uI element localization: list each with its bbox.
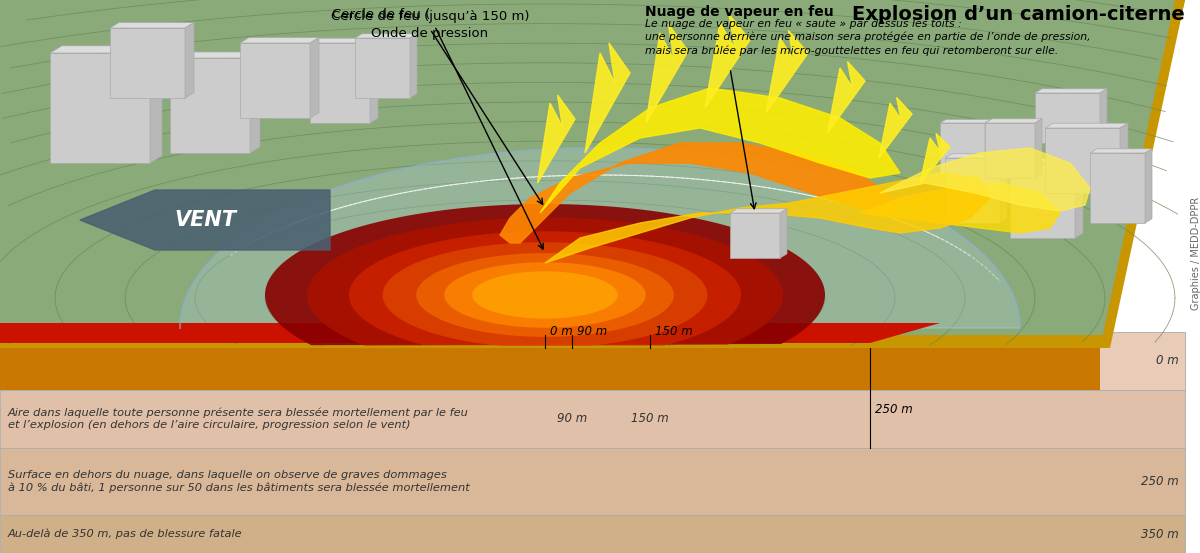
Polygon shape bbox=[349, 231, 742, 346]
Bar bbox=[1090, 153, 1145, 223]
Polygon shape bbox=[1000, 154, 1007, 223]
Text: 350 m: 350 m bbox=[1141, 528, 1178, 540]
Polygon shape bbox=[1090, 149, 1152, 153]
Polygon shape bbox=[370, 38, 378, 123]
Polygon shape bbox=[473, 272, 618, 319]
Text: Aire dans laquelle toute personne présente sera blessée mortellement par le feu
: Aire dans laquelle toute personne présen… bbox=[8, 408, 469, 430]
Polygon shape bbox=[1100, 0, 1186, 348]
Bar bbox=[240, 43, 310, 118]
Bar bbox=[355, 38, 410, 98]
Polygon shape bbox=[500, 143, 900, 243]
Polygon shape bbox=[860, 183, 1060, 233]
Polygon shape bbox=[920, 133, 950, 183]
Bar bbox=[50, 53, 150, 163]
Polygon shape bbox=[985, 119, 991, 173]
Polygon shape bbox=[766, 30, 808, 113]
Polygon shape bbox=[878, 97, 912, 158]
Polygon shape bbox=[0, 348, 1100, 390]
Polygon shape bbox=[310, 38, 319, 118]
Text: Aire dans laquelle toute personne présente sera blessée mortellement
par le feu : Aire dans laquelle toute personne présen… bbox=[8, 350, 410, 372]
Polygon shape bbox=[1100, 0, 1186, 348]
Bar bbox=[110, 28, 185, 98]
Text: Cercle de feu (jusqu’à 150 m): Cercle de feu (jusqu’à 150 m) bbox=[331, 10, 544, 249]
Polygon shape bbox=[940, 119, 991, 123]
Polygon shape bbox=[0, 335, 1105, 348]
Polygon shape bbox=[545, 173, 990, 263]
Bar bbox=[1045, 128, 1120, 193]
Bar bbox=[1034, 93, 1100, 143]
Polygon shape bbox=[780, 209, 787, 258]
Text: Graphies / MEDD-DPPR: Graphies / MEDD-DPPR bbox=[1190, 196, 1200, 310]
Text: Au-delà de 350 m, pas de blessure fatale: Au-delà de 350 m, pas de blessure fatale bbox=[8, 529, 242, 539]
Text: 0 m: 0 m bbox=[550, 325, 572, 338]
Polygon shape bbox=[1045, 123, 1128, 128]
Text: Le nuage de vapeur en feu « saute » par dessus les toits :
une personne derrière: Le nuage de vapeur en feu « saute » par … bbox=[646, 19, 1091, 56]
Bar bbox=[730, 213, 780, 258]
Polygon shape bbox=[880, 148, 1090, 211]
Polygon shape bbox=[410, 34, 418, 98]
Polygon shape bbox=[416, 253, 674, 337]
Polygon shape bbox=[540, 88, 900, 213]
Polygon shape bbox=[265, 204, 826, 345]
Text: VENT: VENT bbox=[174, 210, 236, 230]
Text: Explosion d’un camion-citerne: Explosion d’un camion-citerne bbox=[852, 5, 1186, 24]
Polygon shape bbox=[946, 154, 1007, 158]
Polygon shape bbox=[170, 52, 260, 58]
Bar bbox=[946, 158, 1000, 223]
Polygon shape bbox=[355, 34, 418, 38]
Polygon shape bbox=[307, 218, 784, 346]
Polygon shape bbox=[1100, 89, 1108, 143]
Polygon shape bbox=[180, 148, 1020, 328]
Polygon shape bbox=[538, 95, 575, 183]
Bar bbox=[985, 123, 1034, 178]
Bar bbox=[170, 58, 250, 153]
Polygon shape bbox=[1010, 158, 1084, 163]
Bar bbox=[0, 448, 1186, 515]
Polygon shape bbox=[730, 209, 787, 213]
Bar bbox=[0, 332, 1186, 390]
Text: 90 m: 90 m bbox=[557, 413, 587, 425]
Polygon shape bbox=[1145, 149, 1152, 223]
Polygon shape bbox=[185, 23, 194, 98]
Polygon shape bbox=[646, 24, 688, 123]
Bar bbox=[0, 390, 1186, 448]
Text: 150 m: 150 m bbox=[655, 325, 692, 338]
Text: 90 m: 90 m bbox=[577, 325, 607, 338]
Text: Nuage de vapeur en feu: Nuage de vapeur en feu bbox=[646, 5, 834, 19]
Polygon shape bbox=[1034, 89, 1108, 93]
Text: Surface en dehors du nuage, dans laquelle on observe de graves dommages
à 10 % d: Surface en dehors du nuage, dans laquell… bbox=[8, 471, 469, 493]
Polygon shape bbox=[250, 52, 260, 153]
Polygon shape bbox=[444, 262, 646, 328]
Polygon shape bbox=[706, 14, 750, 108]
Polygon shape bbox=[110, 23, 194, 28]
Polygon shape bbox=[50, 46, 162, 53]
Polygon shape bbox=[1075, 158, 1084, 238]
Bar bbox=[0, 515, 1186, 553]
Polygon shape bbox=[150, 46, 162, 163]
Bar bbox=[940, 123, 985, 173]
Polygon shape bbox=[985, 119, 1042, 123]
Polygon shape bbox=[0, 0, 1186, 348]
Bar bbox=[1010, 163, 1075, 238]
Text: Onde de pression: Onde de pression bbox=[372, 27, 488, 40]
Polygon shape bbox=[1034, 119, 1042, 178]
Polygon shape bbox=[0, 323, 940, 343]
Bar bbox=[310, 43, 370, 123]
Text: 250 m: 250 m bbox=[1141, 475, 1178, 488]
Text: 150 m: 150 m bbox=[631, 413, 668, 425]
Polygon shape bbox=[1120, 123, 1128, 193]
Polygon shape bbox=[828, 61, 865, 133]
Text: 0 m: 0 m bbox=[1157, 354, 1178, 368]
Polygon shape bbox=[80, 190, 330, 250]
Text: Cercle de feu (: Cercle de feu ( bbox=[331, 8, 430, 21]
Polygon shape bbox=[240, 38, 319, 43]
Text: 250 m: 250 m bbox=[875, 403, 913, 416]
Polygon shape bbox=[310, 38, 378, 43]
Polygon shape bbox=[586, 43, 630, 153]
Polygon shape bbox=[383, 242, 708, 346]
